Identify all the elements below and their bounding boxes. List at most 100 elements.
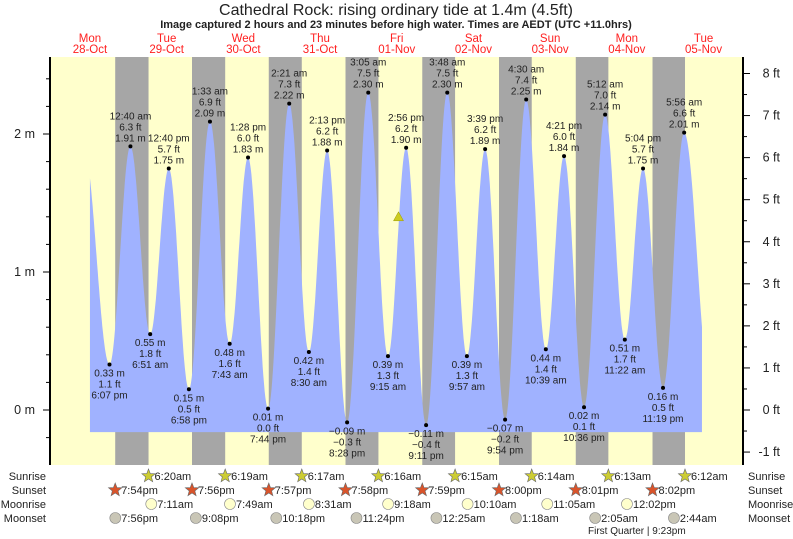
tide-label: 0.5 ft xyxy=(178,404,200,415)
tide-label: 9:54 pm xyxy=(487,446,523,457)
row-label-sunset: Sunset xyxy=(12,485,46,497)
sunset-time: 7:59pm xyxy=(428,485,465,497)
moonset-time: 1:18am xyxy=(522,513,559,525)
sunset-time: 7:57pm xyxy=(275,485,312,497)
tide-label: 7:43 am xyxy=(212,370,248,381)
sunrise-time: 6:13am xyxy=(614,471,651,483)
moonset-icon xyxy=(668,512,680,524)
sunset-time: 7:56pm xyxy=(198,485,235,497)
tide-label: 2:21 am xyxy=(271,69,307,80)
tide-label: 6.0 ft xyxy=(237,133,259,144)
tide-label: 0.16 m xyxy=(648,392,679,403)
sunset-icon xyxy=(645,482,661,497)
high-tide-point: 4:21 pm6.0 ft1.84 m xyxy=(546,121,582,159)
sunrise-entry: 6:12am xyxy=(677,468,728,483)
tide-label: 0.42 m xyxy=(294,356,325,367)
tide-label: 9:57 am xyxy=(449,382,485,393)
moonset-time: 2:44am xyxy=(680,513,717,525)
tide-label: 7.4 ft xyxy=(515,76,537,87)
tide-label: 6.3 ft xyxy=(119,122,141,133)
sunrise-entry: 6:17am xyxy=(294,468,344,483)
tide-label: 2:56 pm xyxy=(388,113,424,124)
row-label-moonrise-right: Moonrise xyxy=(748,499,793,511)
sunrise-time: 6:19am xyxy=(231,471,268,483)
tide-label: 6.2 ft xyxy=(395,124,417,135)
high-tide-point: 1:28 pm6.0 ft1.83 m xyxy=(230,122,266,160)
moonset-entry: 9:08pm xyxy=(190,512,239,525)
low-tide-point: 0.48 m1.6 ft7:43 am xyxy=(212,341,248,381)
right-axis-label: 7 ft xyxy=(763,109,781,123)
tide-dot xyxy=(682,130,687,135)
moonrise-time: 10:10am xyxy=(474,499,517,511)
tide-label: 10:39 am xyxy=(525,375,567,386)
tide-label: 0.33 m xyxy=(94,368,125,379)
sunrise-entry: 6:14am xyxy=(524,468,574,483)
day-label-date: 04-Nov xyxy=(608,44,645,56)
tide-label: 5.7 ft xyxy=(158,145,180,156)
tide-dot xyxy=(445,90,450,95)
tide-label: 12:40 am xyxy=(110,111,152,122)
tide-label: 0.44 m xyxy=(531,353,562,364)
tide-label: 11:19 pm xyxy=(643,414,684,425)
tide-dot xyxy=(524,97,529,102)
day-label-date: 31-Oct xyxy=(303,44,338,56)
moonset-entry: 10:18pm xyxy=(270,512,325,525)
low-tide-point: 0.39 m1.3 ft9:57 am xyxy=(449,354,485,393)
tide-dot xyxy=(424,423,429,428)
tide-dot xyxy=(306,350,311,355)
tide-label: −0.2 ft xyxy=(491,435,519,446)
sunset-icon xyxy=(414,482,430,497)
sunrise-icon xyxy=(294,468,310,483)
tide-label: 6.9 ft xyxy=(199,98,221,109)
moonrise-time: 8:31am xyxy=(315,499,352,511)
day-label-date: 01-Nov xyxy=(378,44,415,56)
tide-label: 0.51 m xyxy=(610,344,641,355)
axes: 0 m 1 m 2 m -1 ft 0 ft 1 ft 2 ft 3 ft 4 ft 5 ft 6 … xyxy=(14,57,781,465)
moonrise-time: 7:11am xyxy=(157,499,193,511)
tide-label: 1:33 am xyxy=(192,87,228,98)
tide-label: 7.5 ft xyxy=(357,69,379,80)
high-tide-point: 2:21 am7.3 ft2.22 m xyxy=(271,69,307,106)
low-tide-point: 0.39 m1.3 ft9:15 am xyxy=(370,354,406,393)
right-axis-label: -1 ft xyxy=(758,445,780,459)
sunset-entry: 8:00pm xyxy=(491,482,542,497)
right-axis-label: 2 ft xyxy=(763,319,781,333)
low-tide-point: −0.09 m−0.3 ft8:28 pm xyxy=(329,420,365,459)
high-tide-point: 3:05 am7.5 ft2.30 m xyxy=(350,58,386,95)
tide-dot xyxy=(503,417,508,422)
tide-label: 1.90 m xyxy=(391,135,422,146)
day-label-date: 02-Nov xyxy=(455,44,492,56)
tide-label: 2:13 pm xyxy=(309,116,345,127)
day-label-date: 05-Nov xyxy=(685,44,722,56)
right-axis-label: 4 ft xyxy=(763,235,781,249)
moonset-icon xyxy=(510,512,522,524)
tide-dot xyxy=(166,166,171,171)
tide-label: 2.25 m xyxy=(511,87,542,98)
row-label-moonset-right: Moonset xyxy=(748,513,790,525)
low-tide-point: −0.11 m−0.4 ft9:11 pm xyxy=(408,423,444,462)
sunrise-entry: 6:16am xyxy=(370,468,421,483)
tide-dot xyxy=(603,112,608,117)
sunset-entry: 7:56pm xyxy=(184,482,235,497)
moonset-icon xyxy=(270,512,283,524)
tide-label: 3:05 am xyxy=(350,58,386,69)
sunrise-icon xyxy=(524,468,540,483)
day-label-date: 30-Oct xyxy=(226,44,261,56)
tide-label: 6:58 pm xyxy=(171,415,207,426)
moonset-entry: 12:25am xyxy=(430,512,485,525)
sunset-entry: 8:01pm xyxy=(568,482,618,497)
day-labels: Mon28-OctTue29-OctWed30-OctThu31-OctFri0… xyxy=(73,33,723,56)
low-tide-point: −0.07 m−0.2 ft9:54 pm xyxy=(487,417,523,457)
tide-label: −0.3 ft xyxy=(333,437,361,448)
tide-dot xyxy=(562,154,567,159)
moonrise-entry: 11:05am xyxy=(541,498,595,511)
right-axis-label: 3 ft xyxy=(763,277,781,291)
tide-label: 1.88 m xyxy=(312,138,343,149)
sunset-icon xyxy=(107,482,123,497)
row-label-moonrise: Moonrise xyxy=(1,499,46,511)
sunset-time: 8:00pm xyxy=(505,485,542,497)
tide-label: 1.8 ft xyxy=(139,349,161,360)
tide-label: 6.2 ft xyxy=(316,127,338,138)
